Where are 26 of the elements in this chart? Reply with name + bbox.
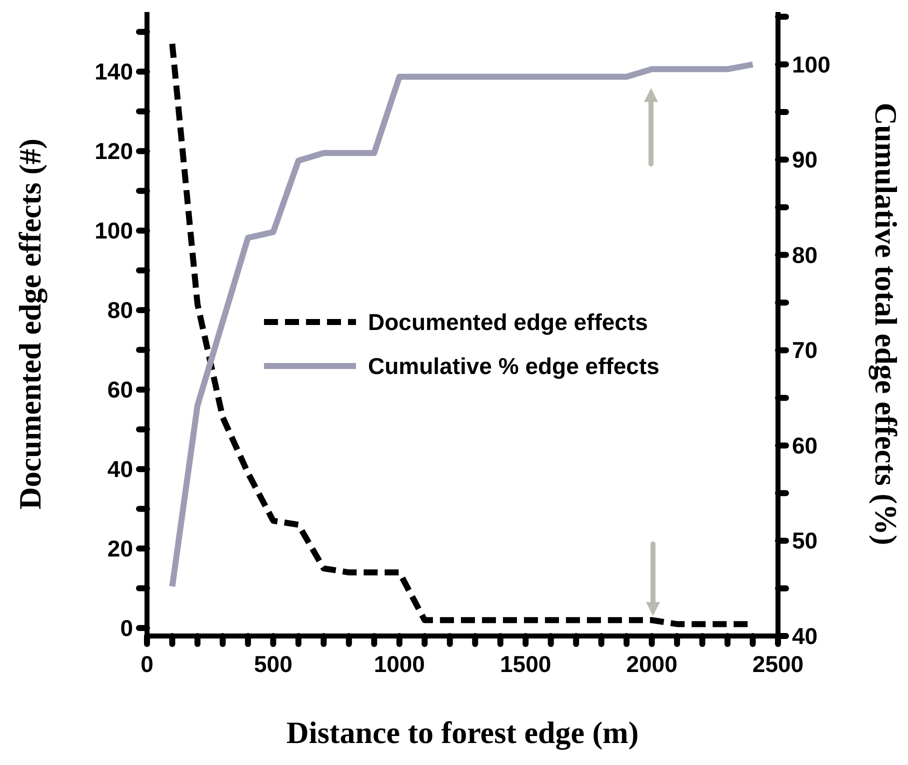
x-tick-label: 1500 — [500, 651, 552, 677]
y2-axis-title: Cumulative total edge effects (%) — [868, 102, 904, 546]
y2-tick-label: 90 — [792, 146, 818, 173]
legend-label: Cumulative % edge effects — [368, 352, 660, 380]
y-tick-label: 40 — [107, 456, 133, 482]
x-axis-title: Distance to forest edge (m) — [286, 715, 639, 750]
y2-tick-label: 70 — [792, 337, 818, 364]
y-tick-label: 60 — [107, 376, 133, 403]
y2-tick-label: 60 — [792, 432, 818, 458]
y-tick-label: 80 — [107, 297, 133, 324]
y-tick-label: 140 — [94, 58, 133, 85]
legend-label: Documented edge effects — [368, 308, 648, 336]
y-tick-label: 120 — [94, 138, 133, 164]
x-tick-label: 2500 — [752, 651, 804, 677]
x-tick-label: 500 — [254, 651, 292, 677]
x-tick-label: 2000 — [626, 651, 678, 677]
y-tick-label: 100 — [94, 218, 133, 244]
x-tick-label: 0 — [140, 651, 154, 677]
y-tick-label: 0 — [120, 615, 133, 642]
y2-tick-label: 80 — [792, 242, 818, 268]
y2-tick-label: 100 — [792, 51, 830, 78]
y-axis-title: Documented edge effects (#) — [12, 138, 48, 510]
y2-tick-label: 40 — [792, 623, 818, 649]
x-tick-label: 1000 — [374, 651, 425, 677]
y-tick-label: 20 — [107, 536, 133, 562]
y2-tick-label: 50 — [792, 528, 818, 554]
